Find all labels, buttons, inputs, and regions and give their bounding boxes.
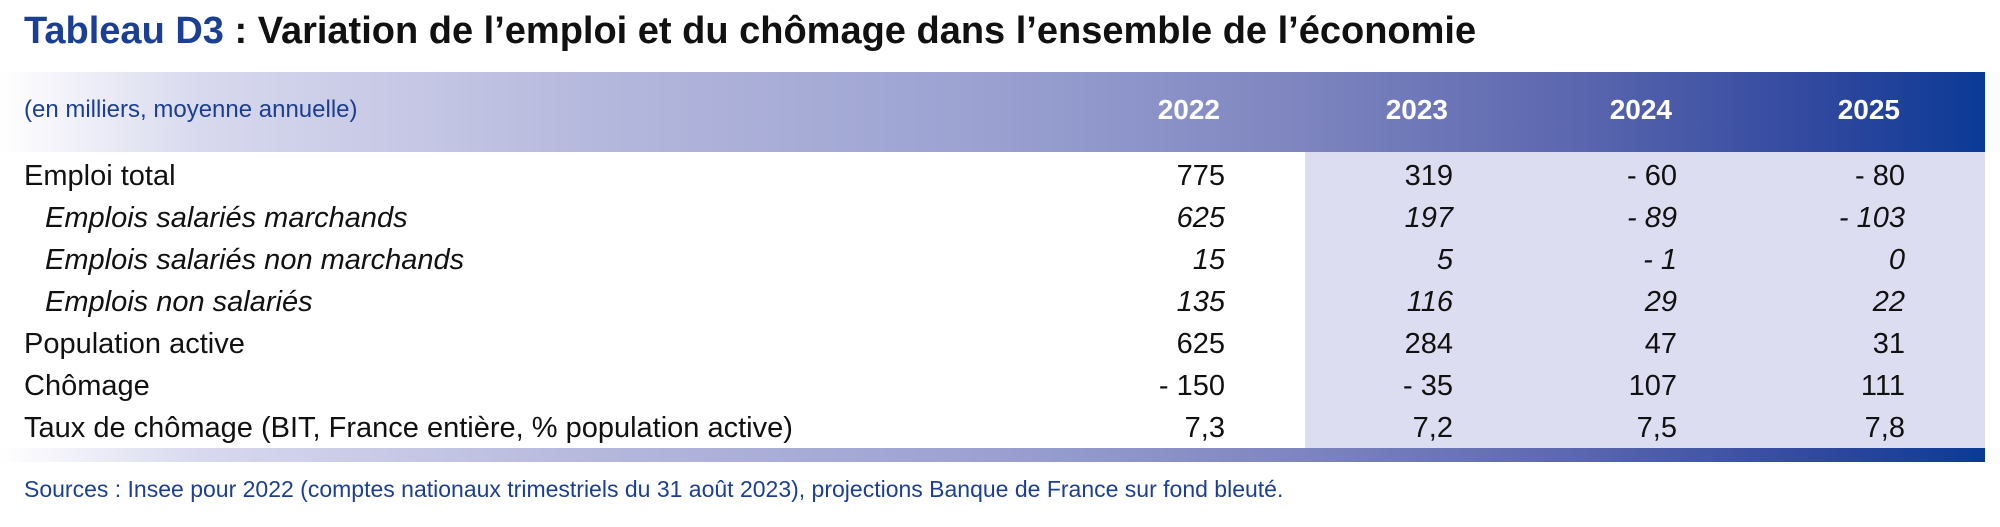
- cell-2023: 116: [1406, 286, 1453, 318]
- cell-2024: 29: [1644, 286, 1677, 318]
- cell-2025: 31: [1872, 328, 1905, 360]
- source-note: Sources : Insee pour 2022 (comptes natio…: [24, 476, 1284, 502]
- units-label: (en milliers, moyenne annuelle): [24, 96, 358, 123]
- row-label: Population active: [24, 328, 245, 360]
- table-number: Tableau D3: [24, 10, 224, 52]
- row-label: Taux de chômage (BIT, France entière, % …: [24, 412, 793, 444]
- cell-2025: - 80: [1855, 160, 1905, 192]
- cell-2024: 7,5: [1636, 412, 1677, 444]
- cell-2022: 15: [1192, 244, 1225, 276]
- table-row: Population active 625 284 47 31: [0, 324, 1985, 366]
- table-row: Emplois salariés marchands 625 197 - 89 …: [0, 198, 1985, 240]
- row-label: Emploi total: [24, 160, 176, 192]
- cell-2024: - 60: [1627, 160, 1677, 192]
- table-row: Emploi total 775 319 - 60 - 80: [0, 156, 1985, 198]
- cell-2024: - 1: [1643, 244, 1677, 276]
- cell-2025: 111: [1860, 370, 1905, 402]
- cell-2022: - 150: [1158, 370, 1225, 402]
- cell-2024: 107: [1628, 370, 1677, 402]
- cell-2025: 0: [1888, 244, 1905, 276]
- cell-2023: 7,2: [1412, 412, 1453, 444]
- cell-2022: 135: [1176, 286, 1225, 318]
- table-row: Emplois salariés non marchands 15 5 - 1 …: [0, 240, 1985, 282]
- cell-2022: 625: [1176, 202, 1225, 234]
- cell-2023: - 35: [1403, 370, 1453, 402]
- cell-2024: - 89: [1627, 202, 1677, 234]
- cell-2023: 284: [1404, 328, 1453, 360]
- year-header-2022: 2022: [1157, 94, 1220, 125]
- table-row: Taux de chômage (BIT, France entière, % …: [0, 408, 1985, 450]
- table-row: Emplois non salariés 135 116 29 22: [0, 282, 1985, 324]
- table-header: (en milliers, moyenne annuelle) 2022 202…: [0, 72, 1985, 152]
- row-label: Chômage: [24, 370, 150, 402]
- year-header-2024: 2024: [1609, 94, 1672, 125]
- table-row: Chômage - 150 - 35 107 111: [0, 366, 1985, 408]
- cell-2023: 197: [1404, 202, 1453, 234]
- row-label: Emplois salariés non marchands: [45, 244, 465, 276]
- cell-2025: 22: [1872, 286, 1905, 318]
- table-title: Tableau D3 : Variation de l’emploi et du…: [24, 10, 1476, 53]
- row-label: Emplois non salariés: [45, 286, 313, 318]
- cell-2023: 319: [1404, 160, 1453, 192]
- table-bottom-rule: [0, 448, 1985, 462]
- cell-2022: 7,3: [1184, 412, 1225, 444]
- forecast-shading: [1305, 152, 1985, 448]
- cell-2025: - 103: [1838, 202, 1905, 234]
- year-header-2023: 2023: [1385, 94, 1448, 125]
- year-header-2025: 2025: [1837, 94, 1900, 125]
- cell-2023: 5: [1436, 244, 1453, 276]
- row-label: Emplois salariés marchands: [45, 202, 408, 234]
- cell-2024: 47: [1644, 328, 1677, 360]
- cell-2025: 7,8: [1864, 412, 1905, 444]
- cell-2022: 775: [1176, 160, 1225, 192]
- cell-2022: 625: [1176, 328, 1225, 360]
- table-title-text: : Variation de l’emploi et du chômage da…: [223, 10, 1477, 52]
